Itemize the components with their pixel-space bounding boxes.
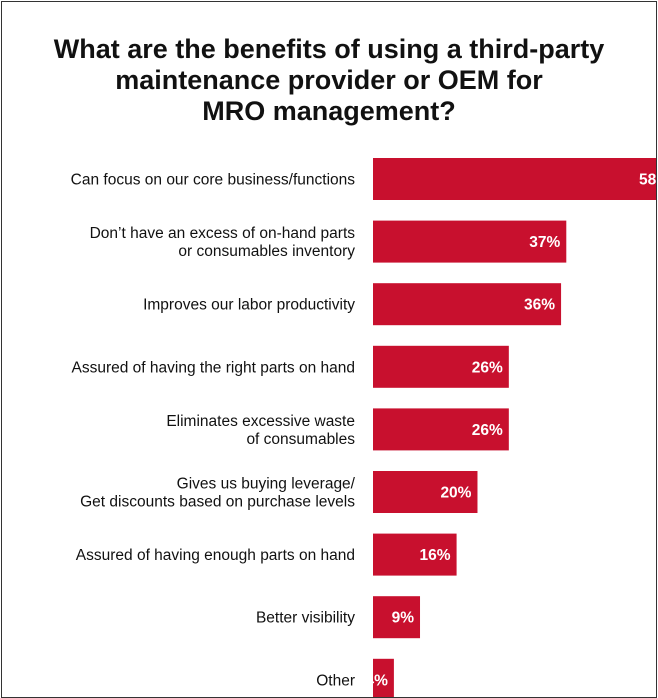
title-line-3: MRO management? [202,96,456,126]
category-label-6: Gives us buying leverage/Get discounts b… [80,476,356,511]
value-label-2: 37% [529,234,560,251]
category-label-2: Don’t have an excess of on-hand parts or … [90,225,356,260]
title-line-2: maintenance provider or OEM for [115,65,543,95]
category-label-3: Improves our labor productivity [143,297,355,314]
value-label-5: 26% [472,422,503,439]
value-label-4: 26% [472,359,503,376]
value-label-8: 9% [392,610,415,627]
value-label-6: 20% [440,485,471,502]
value-label-1: 58% [639,172,656,189]
bar-1 [373,158,656,200]
bar-6 [373,471,478,513]
category-label-9: Other [316,672,355,689]
bar-8 [373,596,421,639]
title-line-1: What are the benefits of using a third-p… [53,34,605,64]
bar-5 [373,408,509,451]
value-label-3: 36% [524,297,555,314]
category-label-4: Assured of having the right parts on han… [72,359,356,376]
bar-3 [373,283,562,326]
chart-title: What are the benefits of using a third-p… [2,34,656,127]
bar-2 [373,220,567,263]
value-label-7: 16% [420,547,451,564]
category-label-8: Better visibility [256,610,355,627]
bar-7 [373,533,457,576]
category-label-7: Assured of having enough parts on hand [76,547,355,564]
bar-4 [373,345,509,388]
value-label-9: 4% [365,672,388,689]
bar-9 [373,658,394,697]
category-label-1: Can focus on our core business/functions [71,172,356,189]
category-label-5: Eliminates excessive waste of consumables [166,413,355,448]
